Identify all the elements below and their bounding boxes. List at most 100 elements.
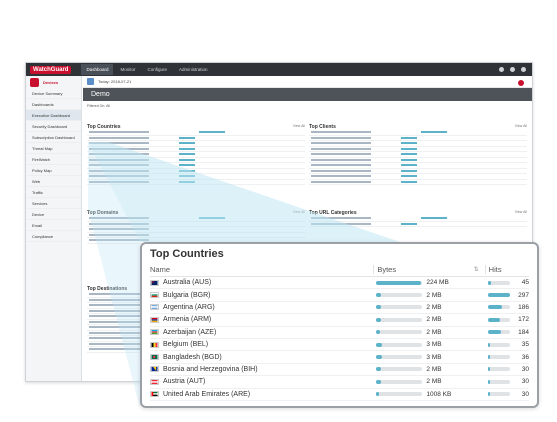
watchguard-logo: WatchGuard xyxy=(30,65,72,74)
table-row[interactable]: Australia (AUS) 224 MB 45 xyxy=(150,277,529,290)
bytes-bar xyxy=(376,355,423,360)
hits-bar xyxy=(487,342,510,347)
sidebar-item-firewatch[interactable]: FireWatch xyxy=(26,154,81,165)
table-row[interactable]: Bosnia and Herzegovina (BIH) 2 MB 30 xyxy=(150,364,529,377)
sidebar-item-web[interactable]: Web xyxy=(26,176,81,187)
bytes-cell: 2 MB xyxy=(373,366,484,373)
sidebar-item-device-summary[interactable]: Device Summary xyxy=(26,88,81,99)
calendar-icon[interactable] xyxy=(87,78,94,85)
hits-bar-fill xyxy=(487,280,491,285)
name-cell: Belgium (BEL) xyxy=(150,341,373,348)
bytes-cell: 224 MB xyxy=(373,279,484,286)
hits-cell: 30 xyxy=(485,366,529,373)
sidebar-item-email[interactable]: Email xyxy=(26,220,81,231)
bytes-cell: 2 MB xyxy=(373,292,484,299)
home-icon xyxy=(30,77,39,87)
page-title: Demo xyxy=(83,88,532,101)
bytes-value: 3 MB xyxy=(426,341,442,349)
view-all-link[interactable]: View All xyxy=(292,210,305,214)
table-body: Australia (AUS) 224 MB 45 Bulgaria (BGR) 2 M… xyxy=(150,277,529,401)
hits-cell: 35 xyxy=(485,341,529,348)
mini-row xyxy=(87,303,147,309)
sidebar-item-services[interactable]: Services xyxy=(26,198,81,209)
hits-value: 35 xyxy=(521,341,529,349)
sidebar-item-traffic[interactable]: Traffic xyxy=(26,187,81,198)
view-all-link[interactable]: View All xyxy=(514,124,527,128)
country-name: Bosnia and Herzegovina (BIH) xyxy=(163,365,258,373)
bytes-bar-fill xyxy=(376,305,381,310)
table-row[interactable]: Belgium (BEL) 3 MB 35 xyxy=(150,339,529,352)
bgr-flag-icon xyxy=(150,292,159,299)
country-name: Austria (AUT) xyxy=(163,378,206,386)
arm-flag-icon xyxy=(150,316,159,323)
bell-icon[interactable] xyxy=(499,67,504,72)
sidebar-item-compliance[interactable]: Compliance xyxy=(26,231,81,242)
country-name: Armenia (ARM) xyxy=(163,316,212,324)
hits-value: 30 xyxy=(521,365,529,373)
bytes-value: 2 MB xyxy=(426,365,442,373)
sort-icon[interactable]: ⇅ xyxy=(473,267,479,273)
aus-flag-icon xyxy=(150,279,159,286)
table-row[interactable]: Armenia (ARM) 2 MB 172 xyxy=(150,314,529,327)
hits-bar-fill xyxy=(487,379,490,384)
bytes-value: 3 MB xyxy=(426,353,442,361)
mini-row xyxy=(87,320,147,325)
name-cell: Bangladesh (BGD) xyxy=(150,354,373,361)
column-header-bytes[interactable]: Bytes xyxy=(377,265,397,274)
hits-bar xyxy=(487,330,510,335)
table-row[interactable]: Austria (AUT) 2 MB 30 xyxy=(150,376,529,389)
bytes-bar xyxy=(376,379,423,384)
table-row[interactable]: Argentina (ARG) 2 MB 186 xyxy=(150,302,529,315)
mini-top-destinations: Top Destinations xyxy=(87,286,147,353)
hits-bar xyxy=(487,392,510,397)
tab-dashboard[interactable]: Dashboard xyxy=(81,64,114,75)
date-label[interactable]: Today: 2018-07-21 xyxy=(98,79,132,84)
hits-cell: 30 xyxy=(485,391,529,398)
table-header: Name Bytes ⇅ Hits xyxy=(150,263,529,277)
sidebar-item-device[interactable]: Device xyxy=(26,209,81,220)
tab-administration[interactable]: Administration xyxy=(179,67,208,72)
sidebar-item-threat-map[interactable]: Threat Map xyxy=(26,143,81,154)
mini-row xyxy=(87,292,147,298)
tab-monitor[interactable]: Monitor xyxy=(120,67,136,72)
sidebar-item-subscription-dashboard[interactable]: Subscription Dashboard xyxy=(26,132,81,143)
bytes-value: 2 MB xyxy=(426,291,442,299)
view-all-link[interactable]: View All xyxy=(292,124,305,128)
table-row[interactable]: Bulgaria (BGR) 2 MB 297 xyxy=(150,289,529,302)
bytes-bar xyxy=(376,280,423,285)
view-all-link[interactable]: View All xyxy=(514,210,527,214)
bytes-cell: 1008 KB xyxy=(373,391,484,398)
user-icon[interactable] xyxy=(521,67,526,72)
help-icon[interactable] xyxy=(510,67,515,72)
hits-bar xyxy=(487,317,510,322)
sidebar-item-security-dashboard[interactable]: Security Dashboard xyxy=(26,121,81,132)
hits-bar xyxy=(487,355,510,360)
sidebar-item-dashboards[interactable]: Dashboards xyxy=(26,99,81,110)
country-name: Australia (AUS) xyxy=(163,279,212,287)
alert-icon[interactable] xyxy=(518,80,524,86)
sidebar-home[interactable]: Devices xyxy=(26,76,81,88)
sidebar-item-policy-map[interactable]: Policy Map xyxy=(26,165,81,176)
bytes-bar xyxy=(376,392,423,397)
table-row[interactable]: United Arab Emirates (ARE) 1008 KB 30 xyxy=(150,389,529,401)
mini-row xyxy=(87,180,305,185)
country-name: Bulgaria (BGR) xyxy=(163,291,211,299)
hits-bar xyxy=(487,280,510,285)
bytes-value: 1008 KB xyxy=(426,390,452,398)
sidebar-home-label: Devices xyxy=(43,79,59,85)
hits-bar xyxy=(487,367,510,372)
table-row[interactable]: Bangladesh (BGD) 3 MB 36 xyxy=(150,351,529,364)
panel-title: Top Countries xyxy=(150,248,224,260)
mini-title-countries: Top Countries xyxy=(87,124,121,130)
hits-cell: 45 xyxy=(485,279,529,286)
sidebar-item-executive-dashboard[interactable]: Executive Dashboard xyxy=(26,110,81,121)
mini-top-url-categories: Top URL Categories View All xyxy=(309,210,527,227)
name-cell: Armenia (ARM) xyxy=(150,316,373,323)
table-row[interactable]: Azerbaijan (AZE) 2 MB 184 xyxy=(150,327,529,339)
country-name: Argentina (ARG) xyxy=(163,303,215,311)
column-header-name[interactable]: Name xyxy=(150,265,171,274)
column-header-hits[interactable]: Hits xyxy=(488,265,502,274)
tab-configure[interactable]: Configure xyxy=(147,67,167,72)
hits-cell: 297 xyxy=(485,292,529,299)
bytes-cell: 3 MB xyxy=(373,354,484,361)
